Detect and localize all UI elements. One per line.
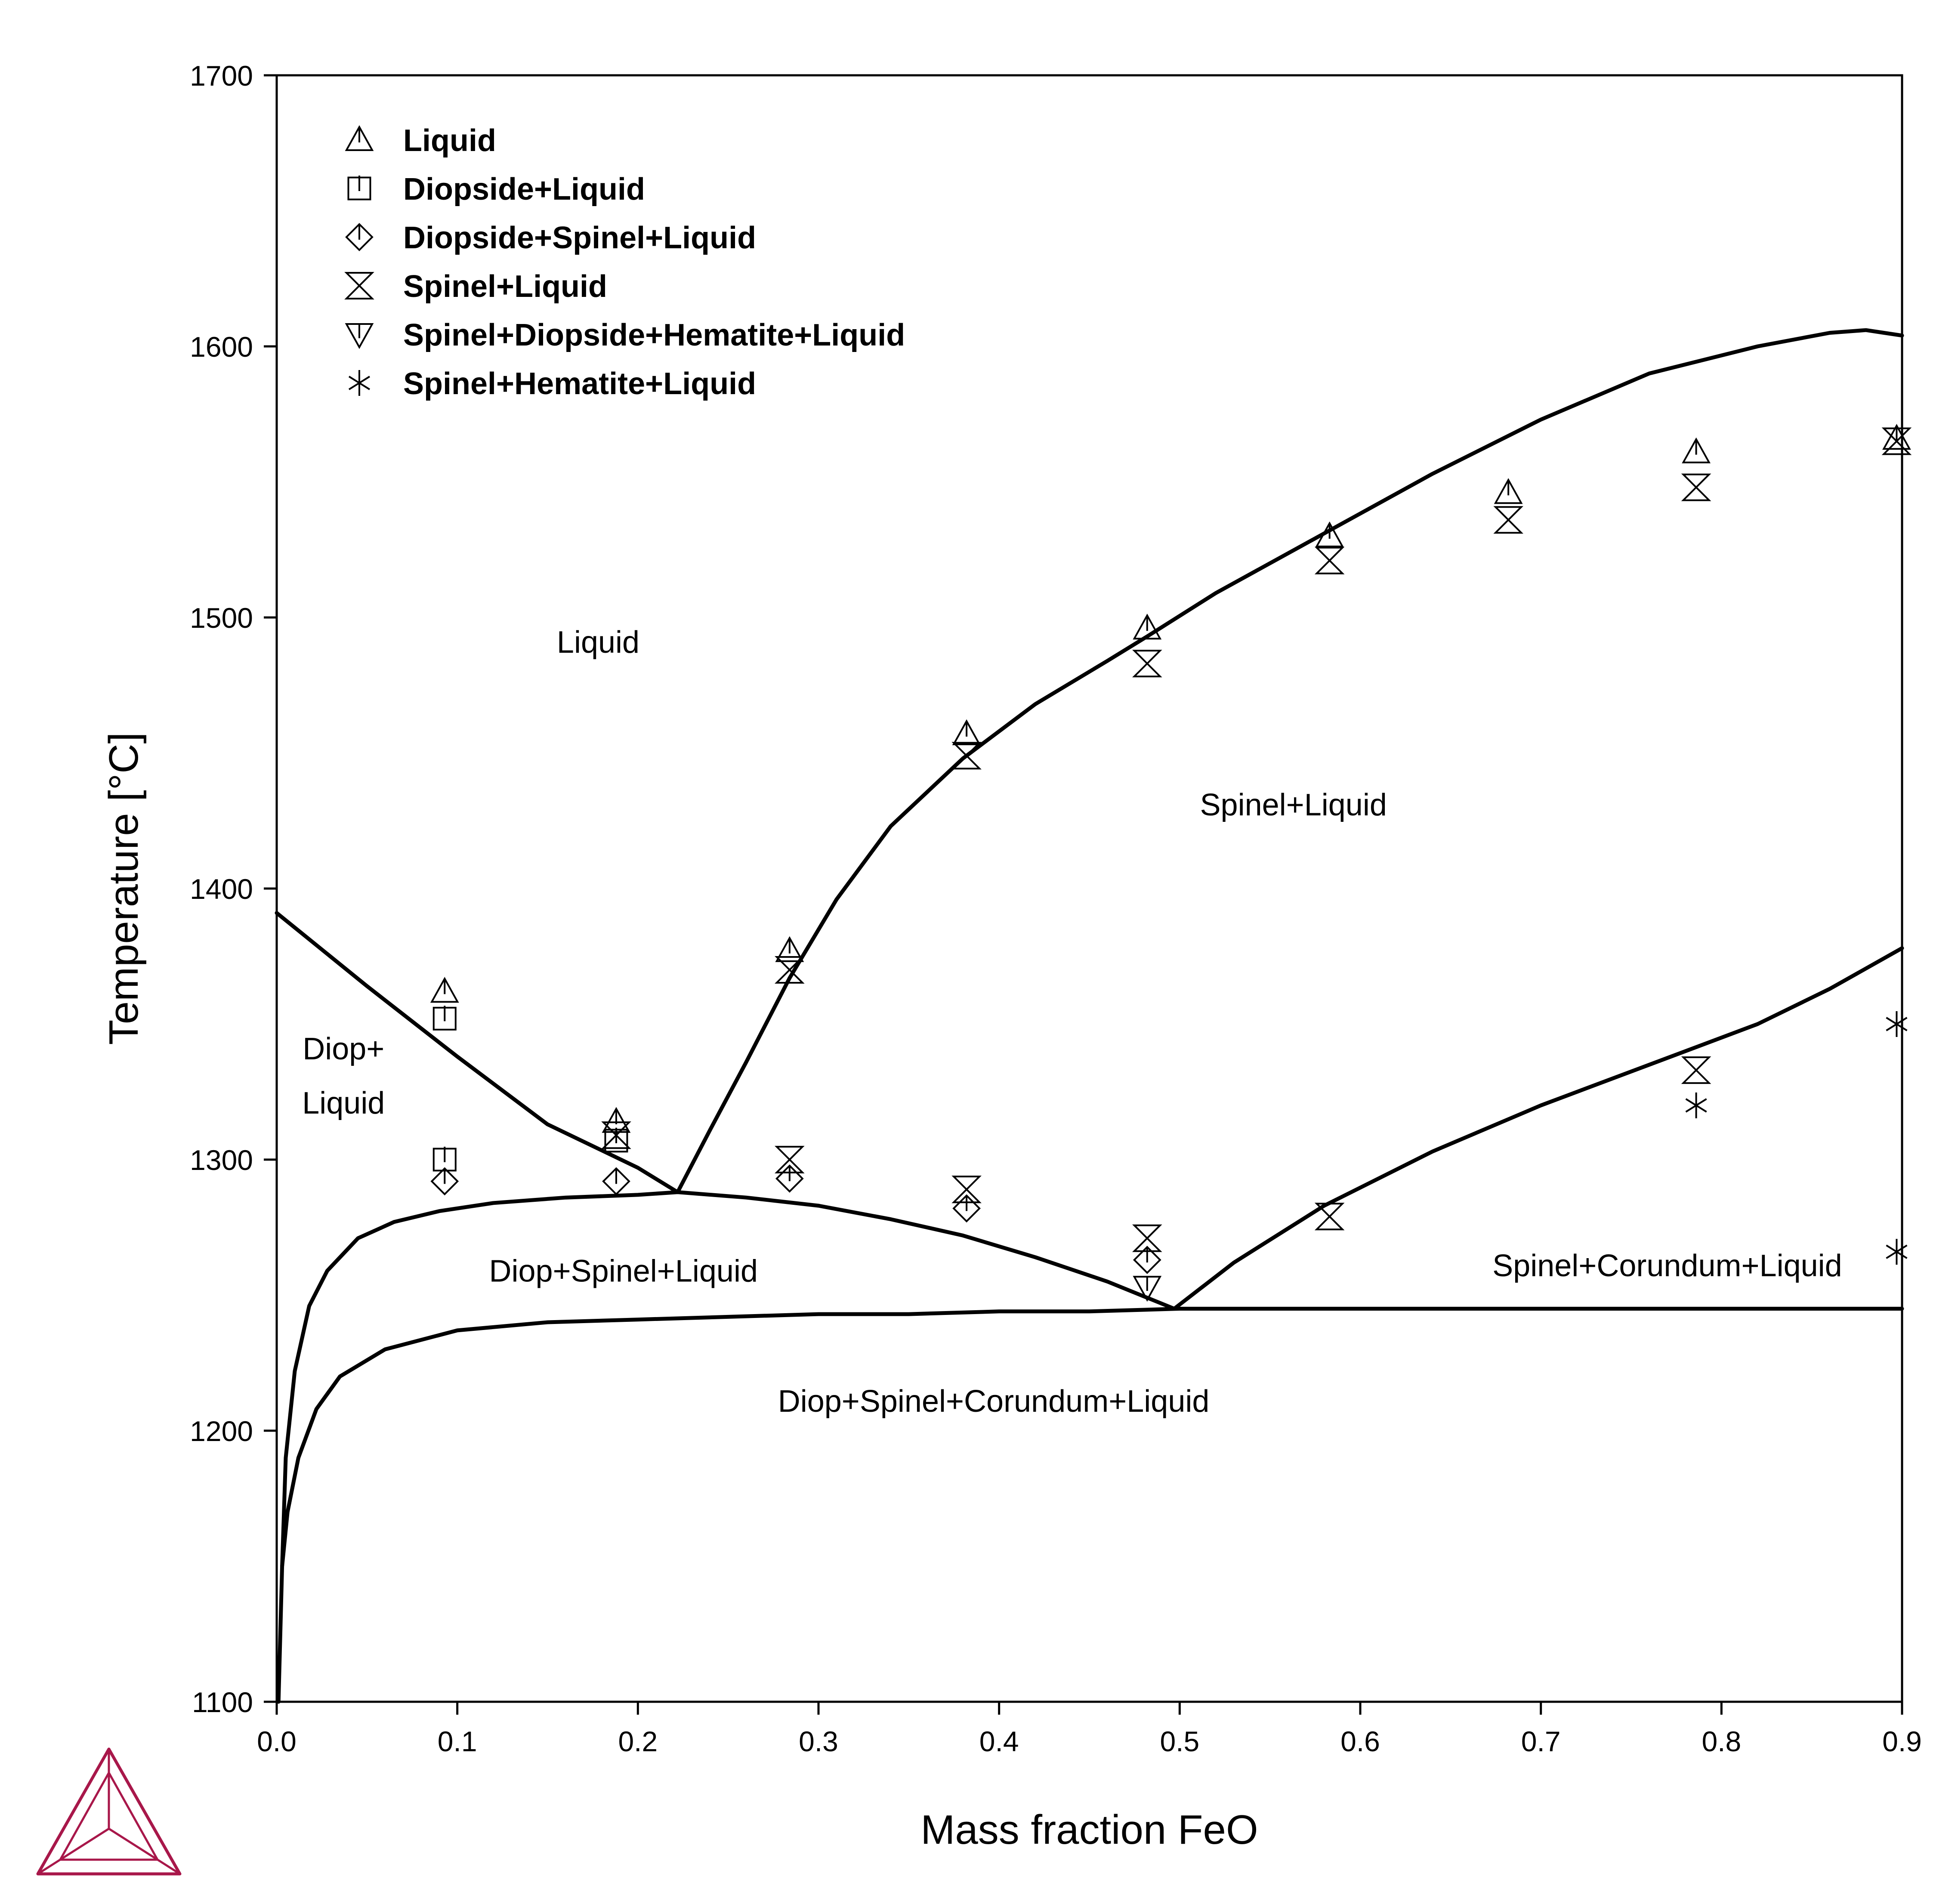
data-point-hourglass (1132, 1224, 1162, 1252)
phase-boundary-line (276, 1307, 1904, 1704)
legend-marker-asterisk (348, 370, 371, 396)
data-point-hourglass (951, 1176, 982, 1204)
data-point-hourglass (1681, 473, 1711, 501)
y-axis-label: Temperature [°C] (101, 732, 147, 1045)
data-point-triangle-up (952, 719, 981, 745)
thermo-calc-logo-icon (36, 1747, 182, 1876)
x-tick-label: 0.0 (257, 1725, 296, 1757)
data-markers (430, 424, 1912, 1302)
data-point-hourglass (1132, 650, 1162, 678)
data-point-triangle-down (1133, 1276, 1162, 1302)
legend-marker-square (347, 176, 371, 201)
x-tick-label: 0.8 (1702, 1725, 1741, 1757)
region-label: Diop+Spinel+Corundum+Liquid (778, 1384, 1210, 1419)
y-axis-ticks: 1100 1200 1300 1400 1500 1600 1700 (190, 60, 277, 1718)
y-tick-label: 1700 (190, 60, 253, 92)
data-point-triangle-up (430, 977, 459, 1003)
y-tick-label: 1200 (190, 1415, 253, 1447)
data-point-hourglass (1314, 546, 1345, 574)
data-point-asterisk (1886, 1239, 1908, 1265)
data-point-hourglass (1314, 1203, 1345, 1231)
region-label: Liquid (557, 625, 639, 660)
region-label: Liquid (302, 1086, 385, 1120)
x-tick-label: 0.1 (438, 1725, 477, 1757)
data-point-diamond (602, 1167, 630, 1196)
legend-label: Diopside+Spinel+Liquid (403, 221, 756, 255)
y-tick-label: 1500 (190, 602, 253, 634)
data-point-hourglass (775, 956, 805, 984)
legend-marker-diamond (345, 223, 374, 251)
data-point-diamond (775, 1164, 804, 1193)
y-tick-label: 1400 (190, 873, 253, 905)
legend-marker-hourglass (344, 272, 374, 299)
legend-label: Spinel+Diopside+Hematite+Liquid (403, 318, 905, 352)
data-point-hourglass (601, 1121, 631, 1149)
x-tick-label: 0.6 (1340, 1725, 1380, 1757)
y-tick-label: 1600 (190, 331, 253, 363)
data-point-triangle-up (1133, 614, 1162, 640)
legend-marker-triangle-down (345, 323, 374, 349)
data-point-square (432, 1147, 457, 1172)
phase-boundary-line (1172, 946, 1904, 1311)
legend-label: Spinel+Hematite+Liquid (403, 367, 756, 401)
data-point-triangle-up (1494, 478, 1523, 504)
data-point-triangle-up (1315, 521, 1344, 547)
x-axis-label: Mass fraction FeO (920, 1807, 1258, 1853)
legend: Liquid Diopside+Liquid Diopside+Spinel+Liq… (344, 123, 905, 401)
data-point-square (432, 1006, 457, 1031)
x-tick-label: 0.4 (979, 1725, 1019, 1757)
data-point-diamond (430, 1167, 459, 1196)
data-point-hourglass (1881, 427, 1912, 455)
y-tick-label: 1100 (192, 1686, 253, 1718)
data-point-hourglass (775, 1146, 805, 1173)
x-axis-ticks: 0.0 0.1 0.2 0.3 0.4 0.5 0.6 0.7 0.8 0.9 (257, 1702, 1922, 1757)
data-point-diamond (1133, 1246, 1161, 1274)
legend-marker-triangle-up (345, 125, 374, 151)
phase-boundary-line (275, 911, 680, 1194)
legend-label: Liquid (403, 123, 496, 158)
x-tick-label: 0.7 (1521, 1725, 1561, 1757)
region-label: Spinel+Liquid (1200, 788, 1387, 822)
data-point-asterisk (1685, 1092, 1707, 1118)
x-tick-label: 0.2 (618, 1725, 658, 1757)
region-label: Spinel+Corundum+Liquid (1492, 1249, 1842, 1283)
data-point-hourglass (1681, 1056, 1711, 1084)
phase-boundaries (275, 328, 1904, 1704)
region-label: Diop+ (303, 1032, 384, 1066)
data-point-asterisk (1886, 1011, 1908, 1037)
x-tick-label: 0.9 (1882, 1725, 1922, 1757)
data-point-triangle-up (775, 936, 804, 962)
data-point-hourglass (951, 742, 982, 770)
x-tick-label: 0.3 (799, 1725, 838, 1757)
legend-label: Diopside+Liquid (403, 172, 645, 207)
region-label: Diop+Spinel+Liquid (489, 1254, 758, 1289)
data-point-hourglass (1493, 506, 1523, 534)
data-point-triangle-up (1682, 437, 1711, 463)
phase-boundary-line (280, 1190, 1177, 1568)
legend-label: Spinel+Liquid (403, 269, 607, 304)
y-tick-label: 1300 (190, 1144, 253, 1176)
x-tick-label: 0.5 (1160, 1725, 1199, 1757)
data-point-diamond (952, 1194, 981, 1223)
region-labels: Liquid Spinel+Liquid Diop+ Liquid Diop+Spine… (302, 625, 1842, 1419)
phase-boundary-line (676, 328, 1904, 1194)
